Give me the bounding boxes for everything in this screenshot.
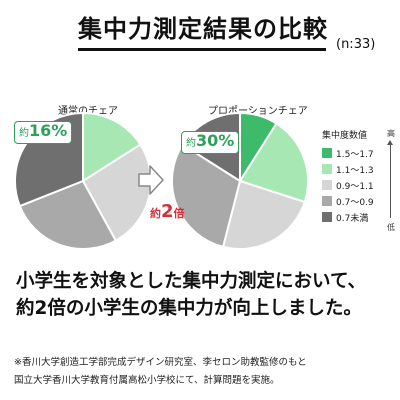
ratio-label: 約2倍 xyxy=(150,201,185,222)
scale-high-label: 高 xyxy=(387,129,395,138)
callout-left: 約16% xyxy=(14,121,73,144)
ratio-number: 2 xyxy=(161,201,174,222)
scale-low-label: 低 xyxy=(387,223,395,232)
legend-item: 0.9〜1.1 xyxy=(322,177,392,193)
page-title: 集中力測定結果の比較 xyxy=(78,15,328,43)
legend-swatch xyxy=(322,212,332,222)
legend-label: 0.9〜1.1 xyxy=(336,181,374,192)
legend-swatch xyxy=(322,196,332,206)
legend-title: 集中度数値 xyxy=(322,131,368,141)
scale-line xyxy=(390,142,391,218)
footnote-line-1: ※香川大学創造工学部完成デザイン研究室、李セロン助教監修のもと xyxy=(14,357,307,368)
callout-right: 約30% xyxy=(181,131,240,154)
callout-left-prefix: 約 xyxy=(19,128,29,139)
legend-item: 1.5〜1.7 xyxy=(322,145,392,161)
legend-label: 1.1〜1.3 xyxy=(336,165,374,176)
title-underline xyxy=(78,48,326,51)
legend: 集中度数値 1.5〜1.7 1.1〜1.3 0.9〜1.1 0.7〜0.9 0.7未満 xyxy=(322,128,392,225)
legend-swatch xyxy=(322,148,332,158)
title-block: 集中力測定結果の比較 xyxy=(78,14,328,51)
headline-line-2: 約2倍の小学生の集中力が向上しました。 xyxy=(16,298,362,319)
sample-size: (n:33) xyxy=(336,37,376,52)
chart-title-left: 通常のチェア xyxy=(58,106,118,117)
pie-standard-slice-2 xyxy=(82,111,142,183)
callout-right-prefix: 約 xyxy=(186,138,196,149)
legend-label: 0.7〜0.9 xyxy=(336,197,374,208)
legend-item: 1.1〜1.3 xyxy=(322,161,392,177)
arrow-right-icon xyxy=(138,165,164,195)
pie-standard-slice-4 xyxy=(18,179,118,250)
headline: 小学生を対象とした集中力測定において、 約2倍の小学生の集中力が向上しました。 xyxy=(16,268,388,322)
pie-chart-proportion xyxy=(171,111,309,250)
pie-standard-slice-3 xyxy=(81,143,152,242)
legend-item: 0.7〜0.9 xyxy=(322,193,392,209)
legend-items: 1.5〜1.7 1.1〜1.3 0.9〜1.1 0.7〜0.9 0.7未満 xyxy=(322,145,392,225)
footnote-line-2: 国立大学香川大学教育付属高松小学校にて、計算問題を実施。 xyxy=(14,375,280,386)
legend-swatch xyxy=(322,180,332,190)
footnote: ※香川大学創造工学部完成デザイン研究室、李セロン助教監修のもと 国立大学香川大学… xyxy=(14,354,392,390)
legend-label: 0.7未満 xyxy=(336,213,369,224)
callout-right-value: 30% xyxy=(196,131,235,150)
legend-swatch xyxy=(322,164,332,174)
pie-proportion-slice-3 xyxy=(221,179,306,250)
legend-item: 0.7未満 xyxy=(322,209,392,225)
callout-left-value: 16% xyxy=(29,121,68,140)
legend-label: 1.5〜1.7 xyxy=(336,149,374,160)
pie-proportion-slice-2 xyxy=(238,122,309,204)
ratio-suffix: 倍 xyxy=(173,207,185,220)
headline-line-1: 小学生を対象とした集中力測定において、 xyxy=(16,271,367,292)
pie-proportion-slice-4 xyxy=(171,143,242,249)
ratio-prefix: 約 xyxy=(150,207,161,220)
chart-title-right: プロポーションチェア xyxy=(208,106,308,117)
